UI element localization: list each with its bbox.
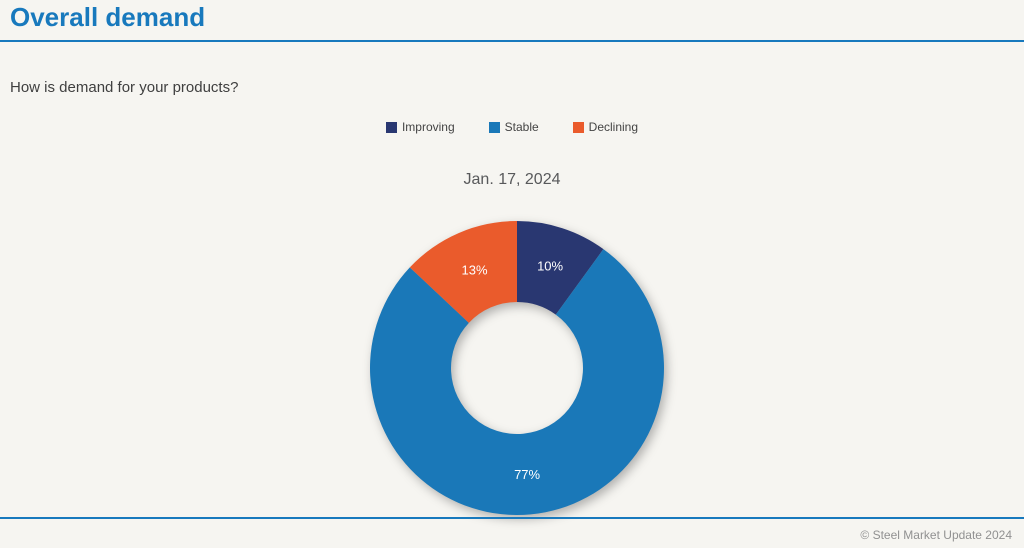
legend-item-improving: Improving <box>385 120 455 134</box>
legend-label-stable: Stable <box>504 120 539 134</box>
slice-data-label-stable: 77% <box>514 467 540 482</box>
bottom-rule <box>0 517 1024 519</box>
slice-data-label-improving: 10% <box>537 259 563 274</box>
legend-swatch-stable-icon <box>488 121 500 133</box>
legend-label-improving: Improving <box>401 120 455 134</box>
legend-item-declining: Declining <box>572 120 639 134</box>
chart-legend: Improving Stable Declining <box>0 120 1024 134</box>
pie-slice-declining[interactable] <box>409 221 517 323</box>
chart-date-title: Jan. 17, 2024 <box>463 171 561 188</box>
pie-slice-improving[interactable] <box>517 221 604 315</box>
page-title: Overall demand <box>10 2 206 32</box>
donut-chart-svg: 10% 77% 13% <box>369 221 664 515</box>
footer-credit: © Steel Market Update 2024 <box>860 528 1012 542</box>
survey-question: How is demand for your products? <box>10 79 239 96</box>
top-rule <box>0 40 1024 42</box>
legend-item-stable: Stable <box>488 120 539 134</box>
pie-slice-stable[interactable] <box>369 249 664 515</box>
slice-data-label-declining: 13% <box>461 262 487 277</box>
legend-label-declining: Declining <box>588 120 639 134</box>
legend-swatch-improving-icon <box>385 121 397 133</box>
donut-chart: 10% 77% 13% <box>362 213 672 523</box>
legend-swatch-declining-icon <box>572 121 584 133</box>
